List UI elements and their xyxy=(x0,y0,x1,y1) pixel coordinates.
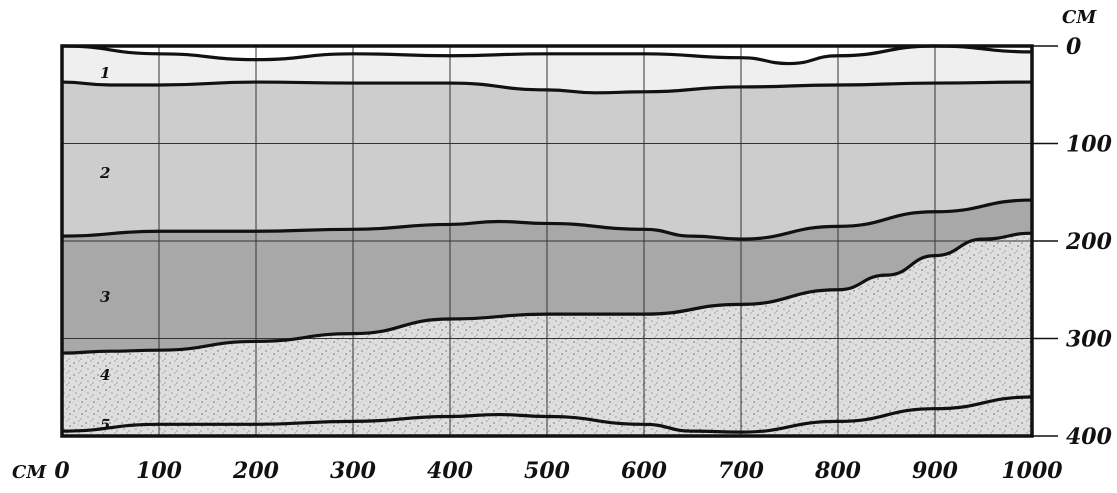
layer-label-3: 3 xyxy=(100,288,110,306)
y-tick-label: 400 xyxy=(1066,424,1113,450)
x-axis-unit: СМ xyxy=(12,462,47,483)
boundary-line-2 xyxy=(61,80,1033,95)
y-tick-label: 200 xyxy=(1065,229,1113,255)
layer-label-1: 1 xyxy=(100,64,110,82)
layer-label-2: 2 xyxy=(99,164,110,182)
layer-label-5: 5 xyxy=(100,416,110,434)
x-tick-label: 600 xyxy=(621,458,668,484)
x-tick-label: 500 xyxy=(524,458,571,484)
x-tick-label: 100 xyxy=(136,458,183,484)
boundary-line-4 xyxy=(61,231,1033,355)
axis-ticks: 0 100 200 300 400 500 600 700 800 900 1000 0 100 200 3… xyxy=(54,34,1112,484)
x-tick-label: 300 xyxy=(330,458,377,484)
x-tick-label: 0 xyxy=(54,458,70,484)
x-tick-label: 400 xyxy=(427,458,474,484)
x-tick-label: 900 xyxy=(912,458,959,484)
x-tick-label: 1000 xyxy=(1001,458,1063,484)
y-tick-label: 0 xyxy=(1066,34,1082,60)
boundary-line-3 xyxy=(61,198,1033,241)
layer-labels: 1 2 3 4 5 xyxy=(99,64,110,434)
layer-label-4: 4 xyxy=(100,366,110,384)
boundary-line-1 xyxy=(61,44,1033,66)
x-tick-label: 200 xyxy=(232,458,280,484)
x-tick-label: 700 xyxy=(718,458,765,484)
y-tick-label: 300 xyxy=(1066,327,1113,353)
layer-boundaries xyxy=(61,44,1033,434)
boundary-line-5 xyxy=(61,395,1033,434)
x-tick-label: 800 xyxy=(814,458,862,484)
grid xyxy=(62,46,1032,436)
y-axis-unit: СМ xyxy=(1062,7,1097,28)
y-tick-label: 100 xyxy=(1066,132,1113,158)
